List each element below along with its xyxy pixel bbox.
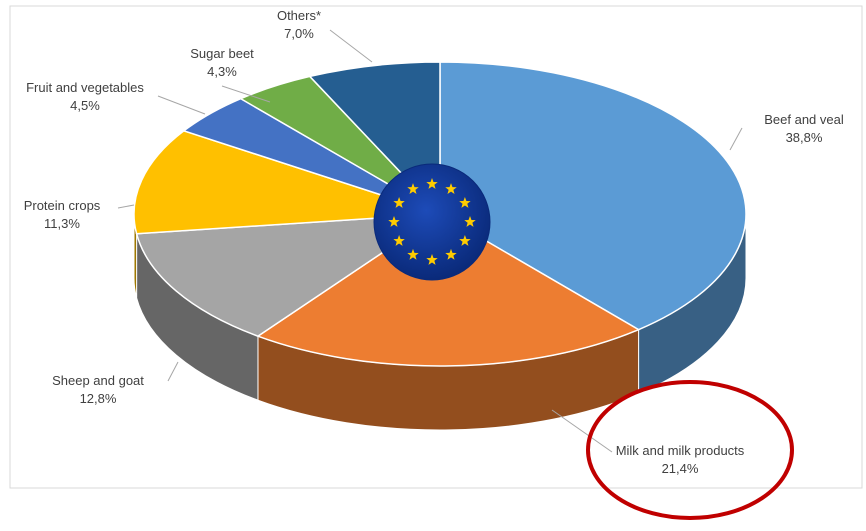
eu-star-icon bbox=[393, 197, 405, 208]
eu-star-icon bbox=[445, 183, 457, 194]
value-label: 12,8% bbox=[80, 391, 117, 406]
category-label: Others* bbox=[277, 8, 321, 23]
eu-star-icon bbox=[426, 254, 438, 265]
pie-slice-sheep-and-goat bbox=[135, 213, 443, 338]
value-label: 7,0% bbox=[284, 26, 314, 41]
eu-star-icon bbox=[464, 216, 476, 227]
highlight-circle bbox=[586, 380, 794, 520]
category-label: Milk and milk products bbox=[616, 443, 745, 458]
eu-star-icon bbox=[445, 248, 457, 260]
leader-line-sheep-and-goat bbox=[167, 361, 179, 382]
pie-slice-protein-crops bbox=[133, 129, 441, 235]
eu-star-icon bbox=[388, 216, 400, 227]
leader-line-others bbox=[329, 29, 373, 63]
leader-line-sugar-beet bbox=[221, 85, 271, 103]
eu-star-icon bbox=[459, 235, 471, 246]
eu-star-icon bbox=[426, 178, 438, 189]
category-label: Protein crops bbox=[24, 198, 101, 213]
value-label: 11,3% bbox=[44, 216, 80, 231]
leader-line-milk-and-milk-products bbox=[551, 409, 613, 453]
value-label: 38,8% bbox=[786, 130, 823, 145]
value-label: 4,3% bbox=[207, 64, 237, 79]
eu-flag-icon bbox=[373, 163, 491, 281]
category-label: Sugar beet bbox=[190, 46, 254, 61]
eu-star-icon bbox=[393, 235, 405, 246]
category-label: Sheep and goat bbox=[52, 373, 144, 388]
pie-slice-milk-and-milk-products bbox=[256, 213, 641, 367]
eu-star-icon bbox=[459, 197, 471, 208]
value-label: 21,4% bbox=[662, 461, 699, 476]
category-label: Beef and veal bbox=[764, 112, 844, 127]
pie-slice-beef-and-veal bbox=[439, 61, 747, 331]
value-label: 4,5% bbox=[70, 98, 100, 113]
category-label: Fruit and vegetables bbox=[26, 80, 144, 95]
eu-star-icon bbox=[407, 183, 419, 194]
leader-line-fruit-and-vegetables bbox=[157, 95, 206, 115]
eu-star-icon bbox=[407, 248, 419, 260]
leader-line-beef-and-veal bbox=[729, 127, 743, 151]
leader-line-protein-crops bbox=[117, 204, 135, 209]
